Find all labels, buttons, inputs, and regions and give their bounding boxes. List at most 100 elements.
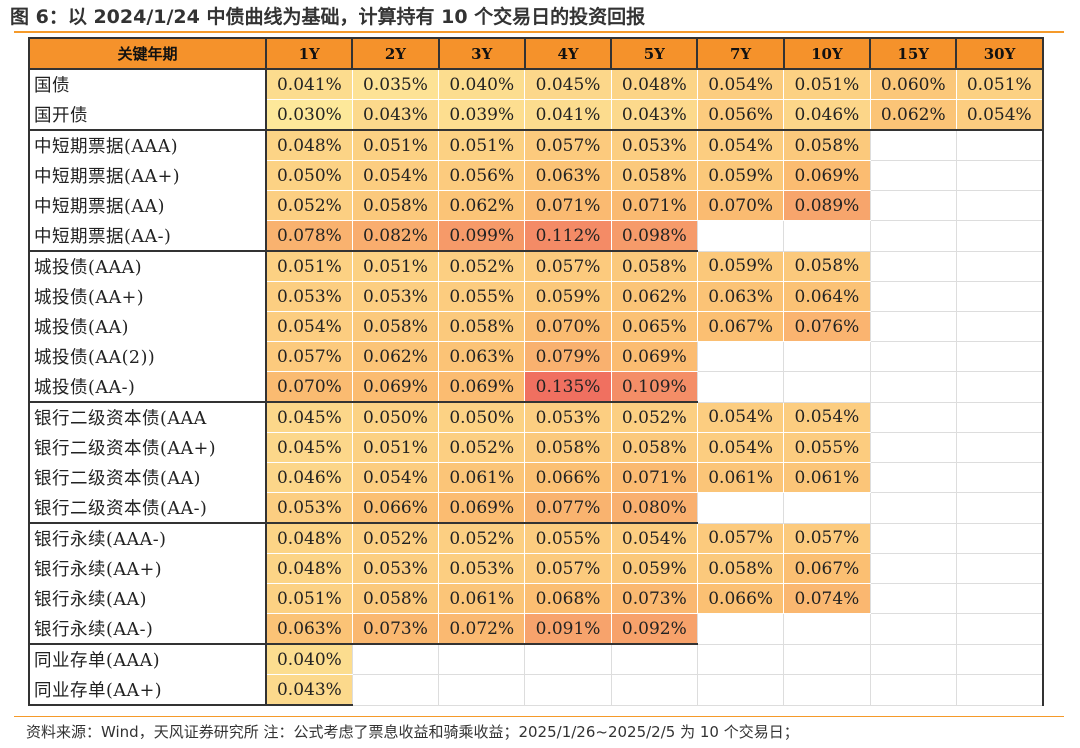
value-cell: 0.058% — [351, 311, 439, 342]
value-cell: 0.057% — [524, 130, 612, 161]
empty-cell — [351, 674, 439, 706]
column-header: 5Y — [610, 37, 699, 70]
row-label: 中短期票据(AA+) — [28, 160, 267, 191]
empty-cell — [955, 492, 1044, 524]
value-cell: 0.082% — [351, 220, 439, 252]
empty-cell — [783, 220, 871, 252]
value-cell: 0.040% — [265, 644, 353, 675]
table-row: 城投债(AA) 0.054% 0.058% 0.058% 0.070% 0.065% 0.0… — [28, 311, 1044, 342]
value-cell: 0.056% — [438, 160, 525, 191]
empty-cell — [955, 583, 1044, 614]
value-cell: 0.074% — [783, 583, 871, 614]
value-cell: 0.045% — [524, 69, 612, 100]
table-row: 中短期票据(AA) 0.052% 0.058% 0.062% 0.071% 0.071% 0… — [28, 190, 1044, 221]
empty-cell — [869, 432, 957, 463]
value-cell: 0.053% — [351, 553, 439, 584]
table-row: 中短期票据(AA-) 0.078% 0.082% 0.099% 0.112% 0.098% — [28, 220, 1044, 252]
value-cell: 0.052% — [265, 190, 353, 221]
table-row: 城投债(AAA) 0.051% 0.051% 0.052% 0.057% 0.058% 0.… — [28, 251, 1044, 282]
empty-cell — [696, 220, 784, 252]
value-cell: 0.041% — [524, 99, 612, 131]
empty-cell — [869, 644, 957, 675]
empty-cell — [955, 281, 1044, 312]
empty-cell — [783, 674, 871, 706]
value-cell: 0.092% — [610, 613, 698, 645]
empty-cell — [955, 371, 1044, 403]
value-cell: 0.135% — [524, 371, 612, 403]
value-cell: 0.035% — [351, 69, 439, 100]
value-cell: 0.053% — [524, 402, 612, 433]
row-label: 城投债(AA(2)) — [28, 341, 267, 372]
value-cell: 0.070% — [696, 190, 784, 221]
value-cell: 0.053% — [610, 130, 698, 161]
value-cell: 0.066% — [696, 583, 784, 614]
page-title: 图 6：以 2024/1/24 中债曲线为基础，计算持有 10 个交易日的投资回… — [10, 6, 646, 28]
corner-header: 关键年期 — [28, 37, 267, 70]
empty-cell — [869, 674, 957, 706]
empty-cell — [696, 341, 784, 372]
table-row: 银行二级资本债(AA-) 0.053% 0.066% 0.069% 0.077% 0.08… — [28, 492, 1044, 524]
value-cell: 0.073% — [610, 583, 698, 614]
value-cell: 0.059% — [610, 553, 698, 584]
empty-cell — [955, 644, 1044, 675]
empty-cell — [955, 402, 1044, 433]
empty-cell — [955, 523, 1044, 554]
value-cell: 0.058% — [610, 432, 698, 463]
row-label: 银行永续(AA) — [28, 583, 267, 614]
value-cell: 0.054% — [696, 130, 784, 161]
empty-cell — [610, 644, 698, 675]
empty-cell — [696, 371, 784, 403]
footer-divider — [14, 716, 1064, 717]
empty-cell — [869, 492, 957, 524]
column-header: 1Y — [264, 37, 354, 70]
table-row: 银行永续(AA) 0.051% 0.058% 0.061% 0.068% 0.073% 0.… — [28, 583, 1044, 614]
value-cell: 0.054% — [696, 69, 784, 100]
empty-cell — [869, 220, 957, 252]
row-label: 中短期票据(AA-) — [28, 220, 267, 252]
value-cell: 0.098% — [610, 220, 698, 252]
column-header: 3Y — [437, 37, 526, 70]
table-row: 中短期票据(AA+) 0.050% 0.054% 0.056% 0.063% 0.058%… — [28, 160, 1044, 191]
value-cell: 0.058% — [610, 160, 698, 191]
value-cell: 0.054% — [955, 99, 1044, 131]
value-cell: 0.072% — [438, 613, 525, 645]
empty-cell — [351, 644, 439, 675]
empty-cell — [696, 492, 784, 524]
value-cell: 0.061% — [438, 583, 525, 614]
value-cell: 0.063% — [524, 160, 612, 191]
value-cell: 0.064% — [783, 281, 871, 312]
value-cell: 0.066% — [524, 462, 612, 493]
source-note: 资料来源：Wind，天风证券研究所 注：公式考虑了票息收益和骑乘收益；2025/… — [26, 723, 799, 741]
empty-cell — [610, 674, 698, 706]
value-cell: 0.065% — [610, 311, 698, 342]
value-cell: 0.057% — [783, 523, 871, 554]
value-cell: 0.063% — [438, 341, 525, 372]
empty-cell — [869, 523, 957, 554]
value-cell: 0.051% — [351, 251, 439, 282]
column-header: 15Y — [869, 37, 958, 70]
value-cell: 0.067% — [696, 311, 784, 342]
value-cell: 0.051% — [783, 69, 871, 100]
empty-cell — [869, 462, 957, 493]
value-cell: 0.109% — [610, 371, 698, 403]
row-label: 城投债(AA+) — [28, 281, 267, 312]
empty-cell — [869, 613, 957, 645]
value-cell: 0.043% — [351, 99, 439, 131]
value-cell: 0.051% — [438, 130, 525, 161]
value-cell: 0.060% — [869, 69, 957, 100]
value-cell: 0.059% — [524, 281, 612, 312]
empty-cell — [438, 644, 525, 675]
value-cell: 0.050% — [438, 402, 525, 433]
value-cell: 0.089% — [783, 190, 871, 221]
value-cell: 0.052% — [438, 251, 525, 282]
value-cell: 0.048% — [265, 523, 353, 554]
value-cell: 0.045% — [265, 432, 353, 463]
row-label: 银行永续(AA-) — [28, 613, 267, 645]
empty-cell — [955, 462, 1044, 493]
value-cell: 0.054% — [696, 432, 784, 463]
empty-cell — [783, 371, 871, 403]
empty-cell — [955, 553, 1044, 584]
value-cell: 0.062% — [610, 281, 698, 312]
value-cell: 0.069% — [783, 160, 871, 191]
value-cell: 0.046% — [783, 99, 871, 131]
